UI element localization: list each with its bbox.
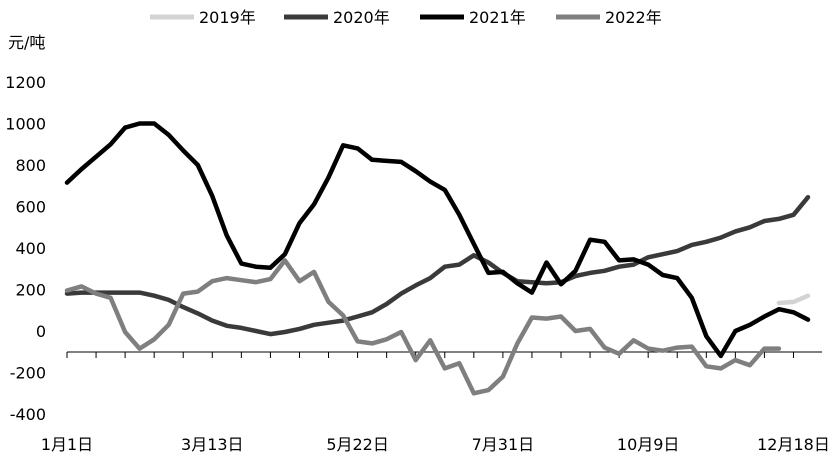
legend-label: 2020年: [333, 8, 390, 27]
legend-label: 2021年: [469, 8, 526, 27]
y-tick-label: 400: [15, 239, 46, 258]
x-axis: 1月1日 3月13日 5月22日 7月31日 10月9日 12月18日: [41, 351, 830, 454]
y-tick-label: 200: [15, 281, 46, 300]
y-axis: -400 -200 0 200 400 600 800 1000 1200: [5, 73, 46, 424]
series-line-4: [64, 258, 782, 396]
y-tick-label: -400: [10, 405, 46, 424]
legend-label: 2022年: [605, 8, 662, 27]
series-line-2: [64, 194, 811, 337]
y-tick-label: 800: [15, 156, 46, 175]
y-tick-label: 600: [15, 198, 46, 217]
series-line-3: [64, 121, 811, 359]
x-tick-label: 12月18日: [757, 435, 830, 454]
x-tick-label: 10月9日: [617, 435, 680, 454]
legend: 2019年 2020年 2021年 2022年: [150, 8, 662, 27]
y-axis-title: 元/吨: [8, 33, 45, 52]
legend-label: 2019年: [199, 8, 256, 27]
x-tick-label: 3月13日: [181, 435, 244, 454]
series-line-1: [776, 293, 811, 306]
y-tick-label: 0: [36, 322, 46, 341]
y-tick-label: 1200: [5, 73, 46, 92]
x-tick-label: 5月22日: [326, 435, 389, 454]
y-tick-label: 1000: [5, 115, 46, 134]
x-tick-label: 7月31日: [472, 435, 535, 454]
x-tick-label: 1月1日: [41, 435, 93, 454]
plot-area: [64, 121, 811, 396]
y-tick-label: -200: [10, 364, 46, 383]
